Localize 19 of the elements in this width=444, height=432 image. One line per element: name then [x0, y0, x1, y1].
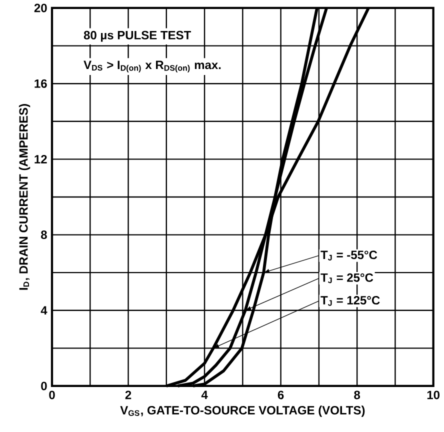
x-tick-label: 4: [201, 390, 208, 399]
y-tick-label: 4: [40, 306, 48, 315]
x-tick-label: 10: [427, 390, 440, 400]
y-tick-label: 16: [34, 79, 47, 88]
x-axis-title: V$_{GS}$, GATE-TO-SOURCE VOLTAGE (VOLTS): [120, 406, 365, 417]
x-tick-label: 6: [278, 390, 284, 400]
annotation: V$_{DS}$ > I$_{D(on)}$ x R$_{DS(on)}$ max.: [84, 60, 221, 72]
annotation: T$_{J}$ = -55°C: [320, 250, 378, 260]
annotation: T$_{J}$ = 125°C: [320, 296, 380, 306]
x-tick-label: 8: [354, 390, 360, 400]
x-tick-label: 0: [49, 390, 55, 400]
y-tick-label: 0: [41, 382, 47, 390]
y-tick-label: 20: [34, 4, 47, 12]
annotation: 80 µs PULSE TEST: [84, 30, 191, 42]
annotation: T$_{J}$ = 25°C: [320, 273, 374, 284]
x-tick-label: 2: [125, 390, 132, 400]
y-tick-label: 12: [34, 154, 47, 164]
y-tick-label: 8: [40, 230, 47, 240]
y-axis-title: I$_{D}$, DRAIN CURRENT (AMPERES): [18, 104, 30, 290]
